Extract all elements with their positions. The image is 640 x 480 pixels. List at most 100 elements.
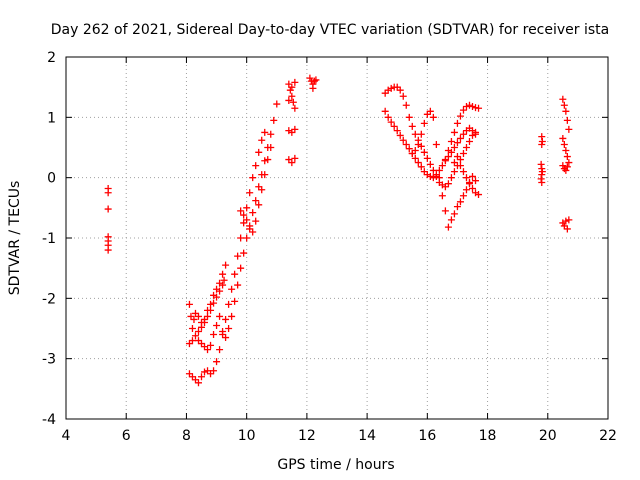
x-tick-label: 8 [182,428,191,444]
data-point-plus-marker [453,139,461,147]
data-point-plus-marker [204,312,212,320]
data-point-plus-marker [447,137,455,145]
data-point-plus-marker [228,312,236,320]
data-point-plus-marker [453,119,461,127]
data-point-plus-marker [462,102,470,110]
data-point-plus-marker [190,315,198,323]
data-point-plus-marker [462,186,470,194]
data-point-plus-marker [261,171,269,179]
data-point-plus-marker [228,285,236,293]
data-point-plus-marker [475,191,483,199]
data-point-plus-marker [444,223,452,231]
data-point-plus-marker [288,92,296,100]
data-point-plus-marker [423,110,431,118]
data-point-plus-marker [411,147,419,155]
data-point-plus-marker [459,168,467,176]
data-point-plus-marker [429,174,437,182]
data-point-plus-marker [220,276,228,284]
data-point-plus-marker [201,343,209,351]
data-point-plus-marker [249,209,257,217]
data-point-plus-marker [384,113,392,121]
data-point-plus-marker [560,222,568,230]
data-point-plus-marker [432,171,440,179]
data-point-plus-marker [194,328,202,336]
data-point-plus-marker [191,332,199,340]
data-point-plus-marker [252,197,260,205]
data-point-plus-marker [288,128,296,136]
data-point-plus-marker [456,162,464,170]
data-point-plus-marker [201,368,209,376]
series-cluster-11.5h-high [285,78,299,112]
data-point-plus-marker [288,83,296,91]
data-point-plus-marker [472,177,480,185]
series-track-I [441,101,483,164]
data-point-plus-marker [104,246,112,254]
data-point-plus-marker [402,101,410,109]
data-point-plus-marker [104,189,112,197]
x-tick-label: 14 [358,428,376,444]
data-point-plus-marker [450,159,458,167]
data-point-plus-marker [243,234,251,242]
data-point-plus-marker [562,217,570,225]
data-point-plus-marker [444,153,452,161]
data-point-plus-marker [459,106,467,114]
data-point-plus-marker [234,281,242,289]
data-point-plus-marker [459,130,467,138]
data-point-plus-marker [438,192,446,200]
data-point-plus-marker [213,293,221,301]
data-point-plus-marker [429,166,437,174]
data-point-plus-marker [261,157,269,165]
x-axis-label: GPS time / hours [277,457,394,473]
data-point-plus-marker [456,198,464,206]
data-point-plus-marker [396,131,404,139]
data-point-plus-marker [258,186,266,194]
data-point-plus-marker [216,287,224,295]
data-point-plus-marker [240,219,248,227]
data-point-plus-marker [381,89,389,97]
data-point-plus-marker [267,130,275,138]
x-tick-label: 20 [539,428,557,444]
y-tick-label: 2 [47,50,56,66]
data-point-plus-marker [204,367,212,375]
series-cluster-5.4h [104,185,112,254]
data-point-plus-marker [565,125,573,133]
data-point-plus-marker [393,127,401,135]
data-point-plus-marker [472,130,480,138]
data-point-plus-marker [450,168,458,176]
data-point-plus-marker [447,174,455,182]
data-point-plus-marker [225,300,233,308]
data-point-plus-marker [432,140,440,148]
data-point-plus-marker [469,127,476,135]
data-point-plus-marker [459,150,467,158]
data-point-plus-marker [441,183,449,191]
data-point-plus-marker [188,373,196,381]
series-track-A [185,261,230,332]
data-point-plus-marker [210,299,218,307]
data-point-plus-marker [469,185,476,193]
data-point-plus-marker [381,107,389,115]
data-point-plus-marker [252,217,260,225]
data-point-plus-marker [408,150,416,158]
x-tick-label: 10 [238,428,256,444]
data-point-plus-marker [237,207,245,215]
data-point-plus-marker [417,163,425,171]
data-point-plus-marker [243,204,251,212]
x-tick-label: 22 [599,428,617,444]
data-point-plus-marker [264,156,272,164]
y-tick-label: -1 [42,231,56,247]
data-point-plus-marker [288,159,296,167]
data-point-plus-marker [231,297,239,305]
data-point-plus-marker [399,136,407,144]
data-point-plus-marker [469,102,476,110]
data-point-plus-marker [456,134,464,142]
data-point-plus-marker [306,74,314,82]
grid-lines [66,57,608,419]
data-point-plus-marker [563,116,571,124]
data-point-plus-marker [450,210,458,218]
data-point-plus-marker [399,92,407,100]
data-point-plus-marker [563,153,571,161]
data-point-plus-marker [475,104,483,112]
data-point-plus-marker [387,118,395,126]
data-point-plus-marker [270,116,278,124]
